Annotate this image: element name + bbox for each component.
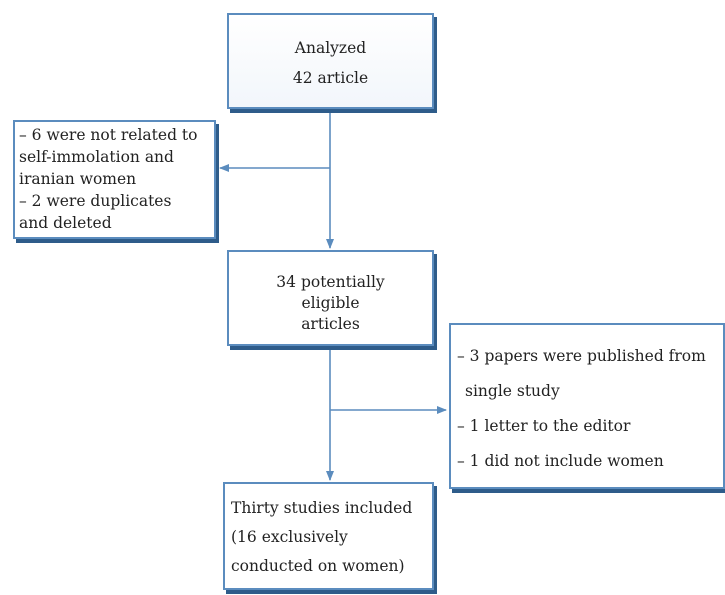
eligible-box: 34 potentially eligible articles [227,250,434,346]
analyzed-box: Analyzed 42 article [227,13,434,109]
eligible-line: eligible [301,294,360,312]
exclusion-box-2: – 3 papers were published from single st… [449,323,725,489]
exclusion-1-line: iranian women [19,170,137,188]
eligible-line: articles [301,315,360,333]
eligible-line: 34 potentially [276,273,385,291]
exclusion-1-line: and deleted [19,214,112,232]
included-line: conducted on women) [231,557,405,575]
included-line: Thirty studies included [231,499,413,517]
analyzed-count-line: 42 article [292,69,369,87]
exclusion-box-1: – 6 were not related to self-immolation … [13,120,216,239]
included-line: (16 exclusively [231,528,348,546]
exclusion-2-line: – 3 papers were published from [457,347,706,365]
exclusion-1-line: self-immolation and [19,148,174,166]
exclusion-1-line: – 2 were duplicates [19,192,172,210]
included-box: Thirty studies included (16 exclusively … [223,482,434,590]
exclusion-2-line: single study [465,382,560,400]
exclusion-2-line: – 1 did not include women [457,452,664,470]
exclusion-1-line: – 6 were not related to [19,126,198,144]
exclusion-2-line: – 1 letter to the editor [457,417,631,435]
analyzed-line: Analyzed [294,39,367,57]
